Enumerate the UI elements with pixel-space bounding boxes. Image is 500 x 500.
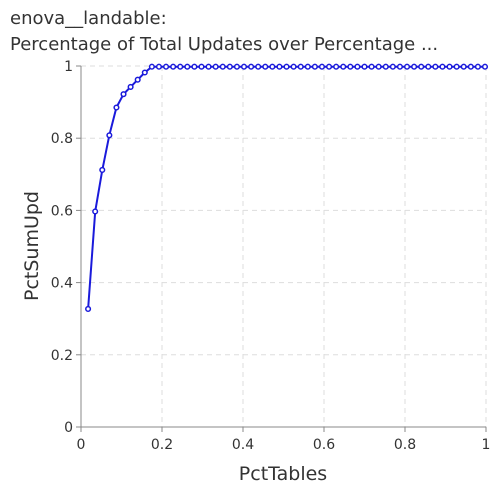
data-point: [432, 63, 439, 70]
y-tick-label: 0: [64, 420, 73, 436]
x-tick-label: 0.4: [232, 437, 254, 453]
data-point: [283, 63, 290, 70]
x-tick-label: 0.2: [151, 437, 173, 453]
data-point: [396, 63, 403, 70]
data-point: [474, 63, 481, 70]
data-point: [269, 63, 276, 70]
y-tick-label: 0.2: [51, 348, 73, 364]
data-point: [240, 63, 248, 70]
data-point: [361, 63, 368, 70]
data-point: [382, 63, 389, 70]
x-tick-label: 0: [77, 437, 86, 453]
data-point: [304, 63, 311, 70]
data-point: [226, 63, 233, 70]
data-point: [311, 63, 318, 70]
data-point: [262, 63, 269, 70]
data-point: [233, 63, 240, 70]
grid-lines: [81, 65, 487, 427]
data-points: [85, 63, 489, 313]
data-point: [255, 63, 262, 70]
data-point: [460, 63, 467, 70]
x-tick-label: 0.6: [313, 437, 335, 453]
data-point: [85, 305, 92, 313]
data-point: [134, 76, 141, 83]
data-point: [163, 63, 170, 70]
data-point: [120, 91, 127, 98]
y-tick-label: 0.4: [51, 276, 73, 292]
y-tick-label: 0.8: [51, 131, 73, 147]
data-point: [141, 69, 148, 76]
data-point: [205, 63, 212, 70]
data-point: [106, 132, 113, 139]
data-point: [354, 63, 361, 70]
data-point: [191, 63, 198, 70]
data-point: [418, 63, 425, 70]
data-point: [170, 63, 177, 70]
y-tick-label: 0.6: [51, 203, 73, 219]
data-point: [148, 63, 155, 70]
data-point: [411, 63, 418, 70]
chart-title-line-2: Percentage of Total Updates over Percent…: [10, 34, 439, 55]
x-tick-label: 0.8: [394, 437, 416, 453]
data-point: [333, 63, 340, 70]
data-point: [481, 63, 489, 70]
data-point: [198, 63, 205, 70]
data-point: [439, 63, 446, 70]
data-point: [403, 63, 411, 70]
series-line: [87, 65, 485, 310]
data-point: [276, 63, 283, 70]
data-point: [467, 63, 474, 70]
x-axis-label: PctTables: [239, 463, 327, 485]
tick-labels: 0 0.2 0.4 0.6 0.8 1 0 0.2 0.4 0.6 0.8 1: [51, 59, 491, 453]
data-point: [453, 63, 460, 70]
data-point: [219, 63, 226, 70]
data-point: [212, 63, 219, 70]
data-point: [184, 63, 191, 70]
data-point: [290, 63, 297, 70]
y-axis-label: PctSumUpd: [21, 191, 43, 301]
data-point: [113, 104, 120, 111]
x-tick-label: 1: [482, 437, 491, 453]
data-point: [155, 63, 163, 70]
data-point: [326, 63, 333, 70]
axes: [76, 65, 487, 432]
data-point: [127, 83, 134, 90]
data-point: [425, 63, 432, 70]
data-point: [446, 63, 453, 70]
y-tick-label: 1: [64, 59, 73, 75]
data-point: [92, 208, 99, 215]
data-point: [389, 63, 396, 70]
data-point: [177, 63, 184, 70]
data-point: [297, 63, 304, 70]
data-point: [248, 63, 255, 70]
data-point: [340, 63, 347, 70]
data-point: [375, 63, 382, 70]
data-point: [318, 63, 326, 70]
data-point: [347, 63, 354, 70]
data-point: [368, 63, 375, 70]
chart-title-line-1: enova__landable:: [10, 8, 167, 29]
data-point: [99, 166, 106, 174]
